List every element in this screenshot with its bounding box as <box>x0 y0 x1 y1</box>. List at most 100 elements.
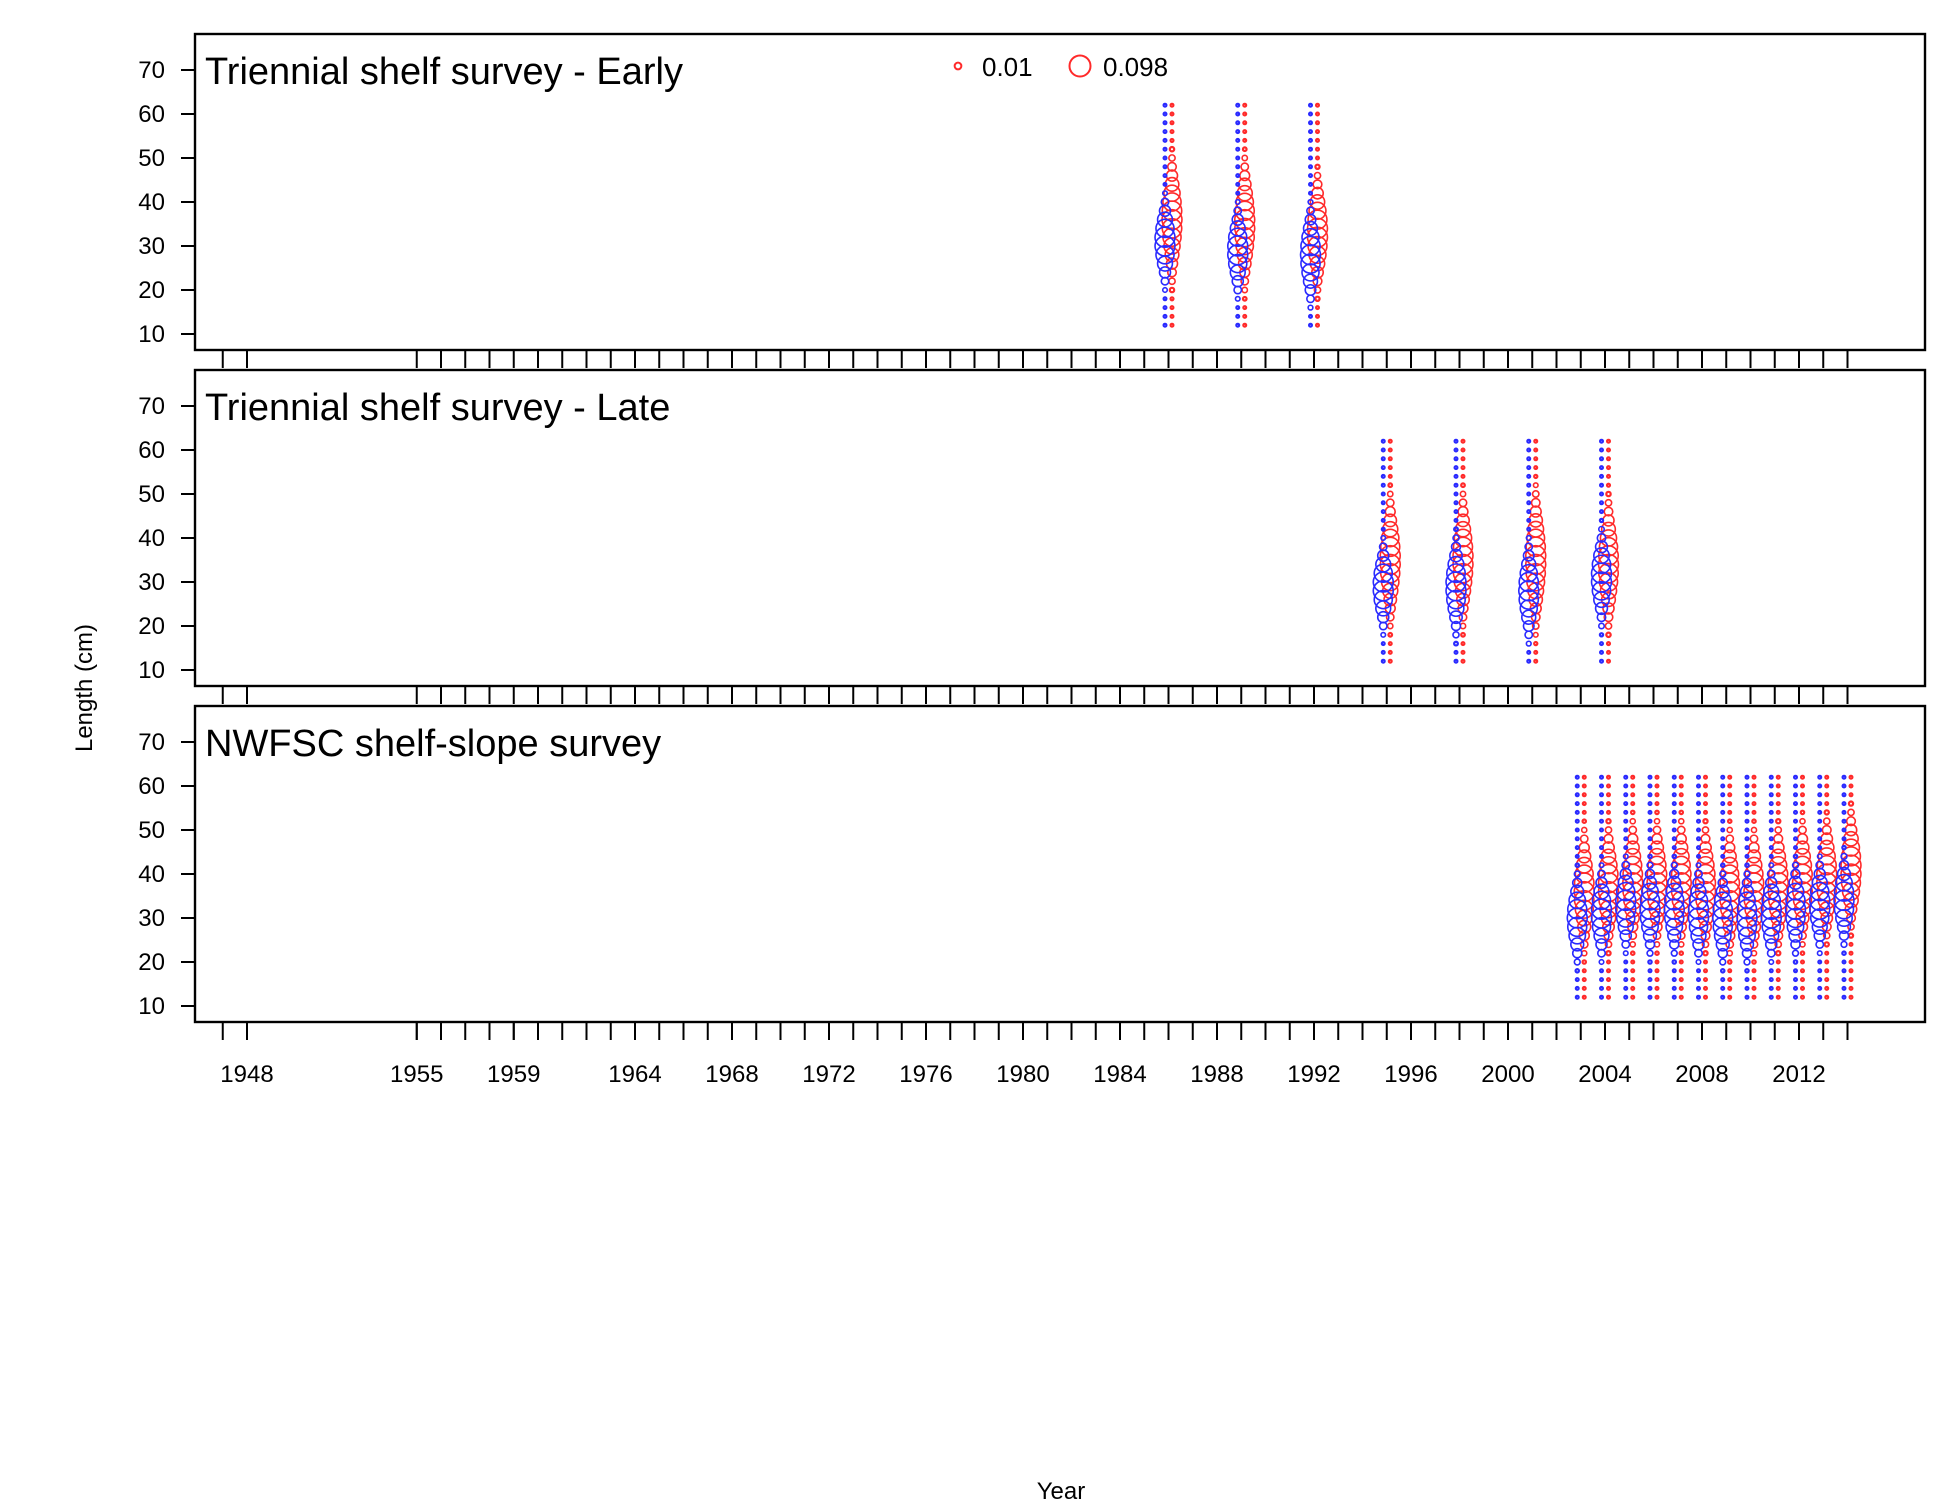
female-bubble <box>1774 826 1783 834</box>
female-bubble <box>1242 137 1248 143</box>
male-bubble <box>1229 220 1246 237</box>
female-bubble <box>1169 305 1175 311</box>
male-bubble <box>1574 836 1580 842</box>
x-tick-label: 1980 <box>996 1061 1049 1088</box>
female-bubble <box>1770 848 1787 865</box>
female-bubble <box>1696 855 1715 875</box>
male-bubble <box>1380 658 1386 664</box>
male-bubble <box>1720 853 1726 859</box>
male-bubble <box>1307 304 1314 311</box>
male-bubble <box>1841 827 1847 833</box>
male-bubble <box>1453 465 1459 471</box>
male-bubble <box>1596 533 1607 543</box>
female-bubble <box>1723 841 1736 854</box>
female-bubble <box>1314 163 1321 171</box>
male-bubble <box>1162 146 1168 152</box>
male-bubble <box>1307 313 1314 319</box>
y-tick-label: 10 <box>138 657 165 684</box>
male-bubble <box>1809 908 1830 928</box>
male-bubble <box>1841 985 1847 991</box>
female-bubble <box>1799 968 1805 974</box>
female-bubble <box>1775 968 1781 974</box>
male-bubble <box>1840 852 1848 861</box>
female-bubble <box>1314 305 1320 311</box>
female-bubble <box>1605 774 1611 780</box>
male-bubble <box>1520 556 1537 573</box>
male-bubble <box>1792 827 1798 833</box>
female-bubble <box>1751 977 1757 983</box>
male-bubble <box>1156 211 1174 228</box>
male-bubble <box>1841 959 1847 965</box>
male-bubble <box>1574 862 1581 868</box>
female-bubble <box>1751 959 1757 965</box>
female-bubble <box>1824 801 1830 807</box>
female-bubble <box>1744 899 1764 919</box>
female-bubble <box>1676 825 1686 835</box>
male-bubble <box>1161 190 1169 197</box>
female-bubble <box>1630 783 1636 789</box>
female-bubble <box>1242 111 1248 117</box>
male-bubble <box>1300 235 1321 257</box>
male-bubble <box>1306 206 1315 216</box>
female-bubble <box>1678 774 1684 780</box>
male-bubble <box>1671 774 1677 780</box>
male-bubble <box>1598 977 1604 983</box>
female-bubble <box>1751 809 1757 815</box>
male-bubble <box>1375 556 1392 573</box>
male-bubble <box>1235 155 1241 161</box>
male-bubble <box>1227 227 1248 248</box>
male-bubble <box>1526 649 1532 655</box>
female-bubble <box>1798 825 1807 835</box>
x-tick-label: 1948 <box>220 1061 273 1088</box>
male-bubble <box>1647 809 1653 815</box>
male-bubble <box>1591 890 1612 911</box>
male-bubble <box>1623 977 1629 983</box>
male-bubble <box>1235 129 1241 135</box>
male-bubble <box>1695 836 1701 842</box>
female-bubble <box>1702 959 1708 965</box>
male-bubble <box>1453 658 1459 664</box>
male-bubble <box>1817 818 1823 824</box>
male-bubble <box>1668 868 1680 880</box>
male-bubble <box>1526 500 1532 506</box>
male-bubble <box>1791 949 1800 957</box>
female-bubble <box>1701 940 1710 949</box>
male-bubble <box>1647 959 1653 965</box>
male-bubble <box>1155 244 1175 265</box>
male-bubble <box>1598 845 1604 851</box>
female-bubble <box>1727 977 1733 983</box>
male-bubble <box>1792 774 1798 780</box>
female-bubble <box>1629 809 1636 816</box>
female-bubble <box>1314 137 1320 143</box>
female-bubble <box>1385 498 1395 508</box>
male-bubble <box>1713 891 1732 910</box>
female-bubble <box>1727 985 1733 991</box>
male-bubble <box>1452 630 1460 639</box>
male-bubble <box>1570 937 1585 952</box>
female-bubble <box>1605 456 1611 462</box>
female-bubble <box>1652 825 1662 835</box>
female-bubble <box>1727 774 1733 780</box>
male-bubble <box>1525 534 1532 542</box>
male-bubble <box>1598 836 1604 842</box>
male-bubble <box>1720 985 1726 991</box>
male-bubble <box>1598 853 1604 859</box>
male-bubble <box>1768 801 1774 807</box>
male-bubble <box>1302 273 1319 289</box>
male-bubble <box>1526 658 1532 664</box>
male-bubble <box>1647 818 1653 824</box>
male-bubble <box>1695 801 1701 807</box>
male-bubble <box>1792 801 1798 807</box>
male-bubble <box>1788 928 1803 943</box>
male-bubble <box>1647 845 1653 851</box>
male-bubble <box>1768 994 1774 1000</box>
x-tick-label: 1996 <box>1384 1061 1437 1088</box>
y-tick-label: 30 <box>138 569 165 596</box>
male-bubble <box>1719 870 1727 878</box>
male-bubble <box>1526 517 1532 523</box>
x-tick-label: 1992 <box>1287 1061 1340 1088</box>
male-bubble <box>1647 985 1653 991</box>
female-bubble <box>1309 194 1326 210</box>
male-bubble <box>1233 206 1243 216</box>
female-bubble <box>1678 792 1684 798</box>
